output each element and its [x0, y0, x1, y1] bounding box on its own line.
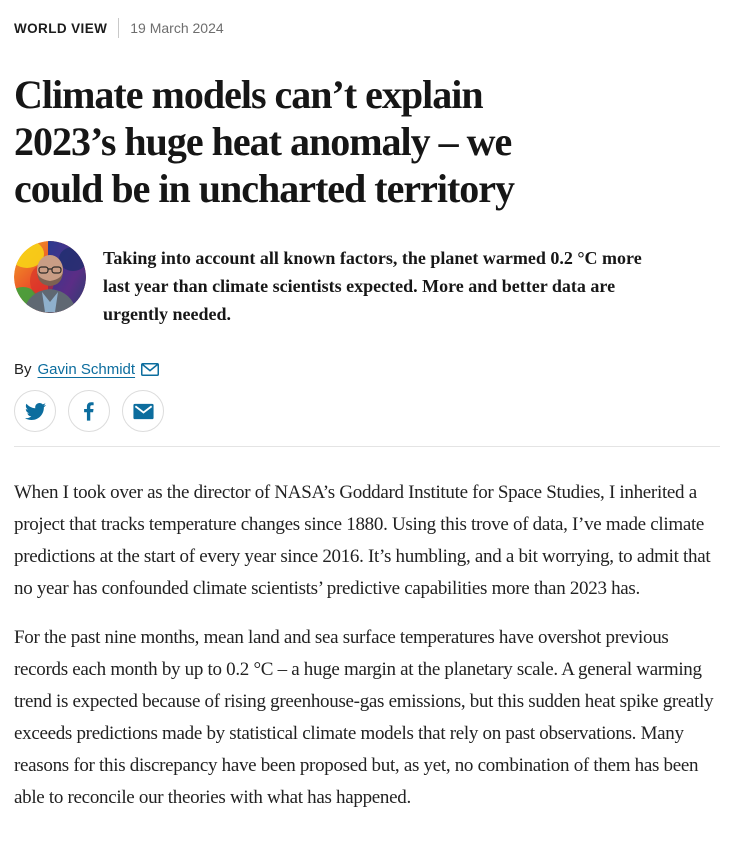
share-email-button[interactable]	[122, 390, 164, 432]
facebook-icon	[78, 400, 100, 422]
article-divider	[14, 446, 720, 447]
article-page: WORLD VIEW 19 March 2024 Climate models …	[14, 18, 720, 814]
author-email-icon[interactable]	[141, 363, 160, 376]
article-body: When I took over as the director of NASA…	[14, 477, 720, 814]
body-paragraph-1: When I took over as the director of NASA…	[14, 482, 711, 599]
byline-prefix: By	[14, 361, 32, 378]
author-avatar	[14, 241, 86, 313]
share-twitter-button[interactable]	[14, 390, 56, 432]
author-avatar-image	[14, 241, 86, 313]
publish-date: 19 March 2024	[130, 20, 224, 36]
standfirst-row: Taking into account all known factors, t…	[14, 241, 720, 328]
article-meta-row: WORLD VIEW 19 March 2024	[14, 18, 720, 38]
social-share-row	[14, 390, 720, 432]
kicker-separator	[118, 18, 120, 38]
byline: By Gavin Schmidt	[14, 361, 720, 378]
article-standfirst: Taking into account all known factors, t…	[103, 248, 642, 324]
section-kicker: WORLD VIEW	[14, 20, 108, 36]
author-link[interactable]: Gavin Schmidt	[37, 361, 136, 378]
body-paragraph-2: For the past nine months, mean land and …	[14, 627, 714, 808]
twitter-icon	[24, 401, 46, 422]
article-title: Climate models can’t explain 2023’s huge…	[14, 72, 515, 211]
share-facebook-button[interactable]	[68, 390, 110, 432]
envelope-icon	[132, 400, 155, 423]
